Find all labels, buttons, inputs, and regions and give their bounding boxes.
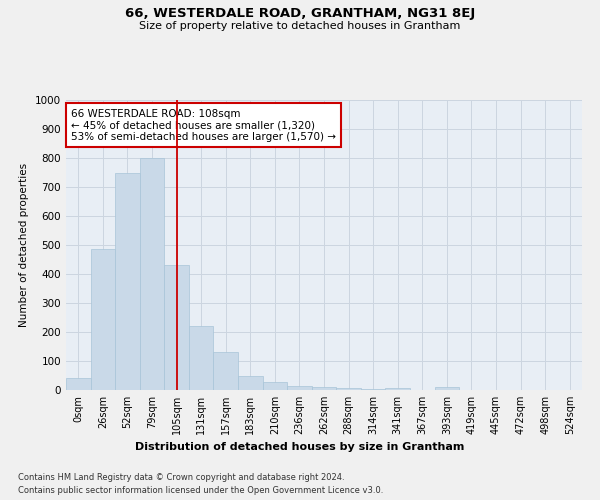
Bar [434,387,459,390]
Text: Contains public sector information licensed under the Open Government Licence v3: Contains public sector information licen… [18,486,383,495]
Text: Distribution of detached houses by size in Grantham: Distribution of detached houses by size … [136,442,464,452]
Bar [66,378,91,390]
Text: Contains HM Land Registry data © Crown copyright and database right 2024.: Contains HM Land Registry data © Crown c… [18,472,344,482]
Bar [385,388,410,390]
Text: 66, WESTERDALE ROAD, GRANTHAM, NG31 8EJ: 66, WESTERDALE ROAD, GRANTHAM, NG31 8EJ [125,8,475,20]
Y-axis label: Number of detached properties: Number of detached properties [19,163,29,327]
Bar [91,250,115,390]
Bar [214,352,238,390]
Text: 66 WESTERDALE ROAD: 108sqm
← 45% of detached houses are smaller (1,320)
53% of s: 66 WESTERDALE ROAD: 108sqm ← 45% of deta… [71,108,336,142]
Bar [164,266,189,390]
Bar [238,376,263,390]
Bar [140,158,164,390]
Bar [361,388,385,390]
Bar [336,388,361,390]
Bar [189,326,214,390]
Bar [287,386,312,390]
Bar [263,382,287,390]
Bar [115,172,140,390]
Bar [312,387,336,390]
Text: Size of property relative to detached houses in Grantham: Size of property relative to detached ho… [139,21,461,31]
